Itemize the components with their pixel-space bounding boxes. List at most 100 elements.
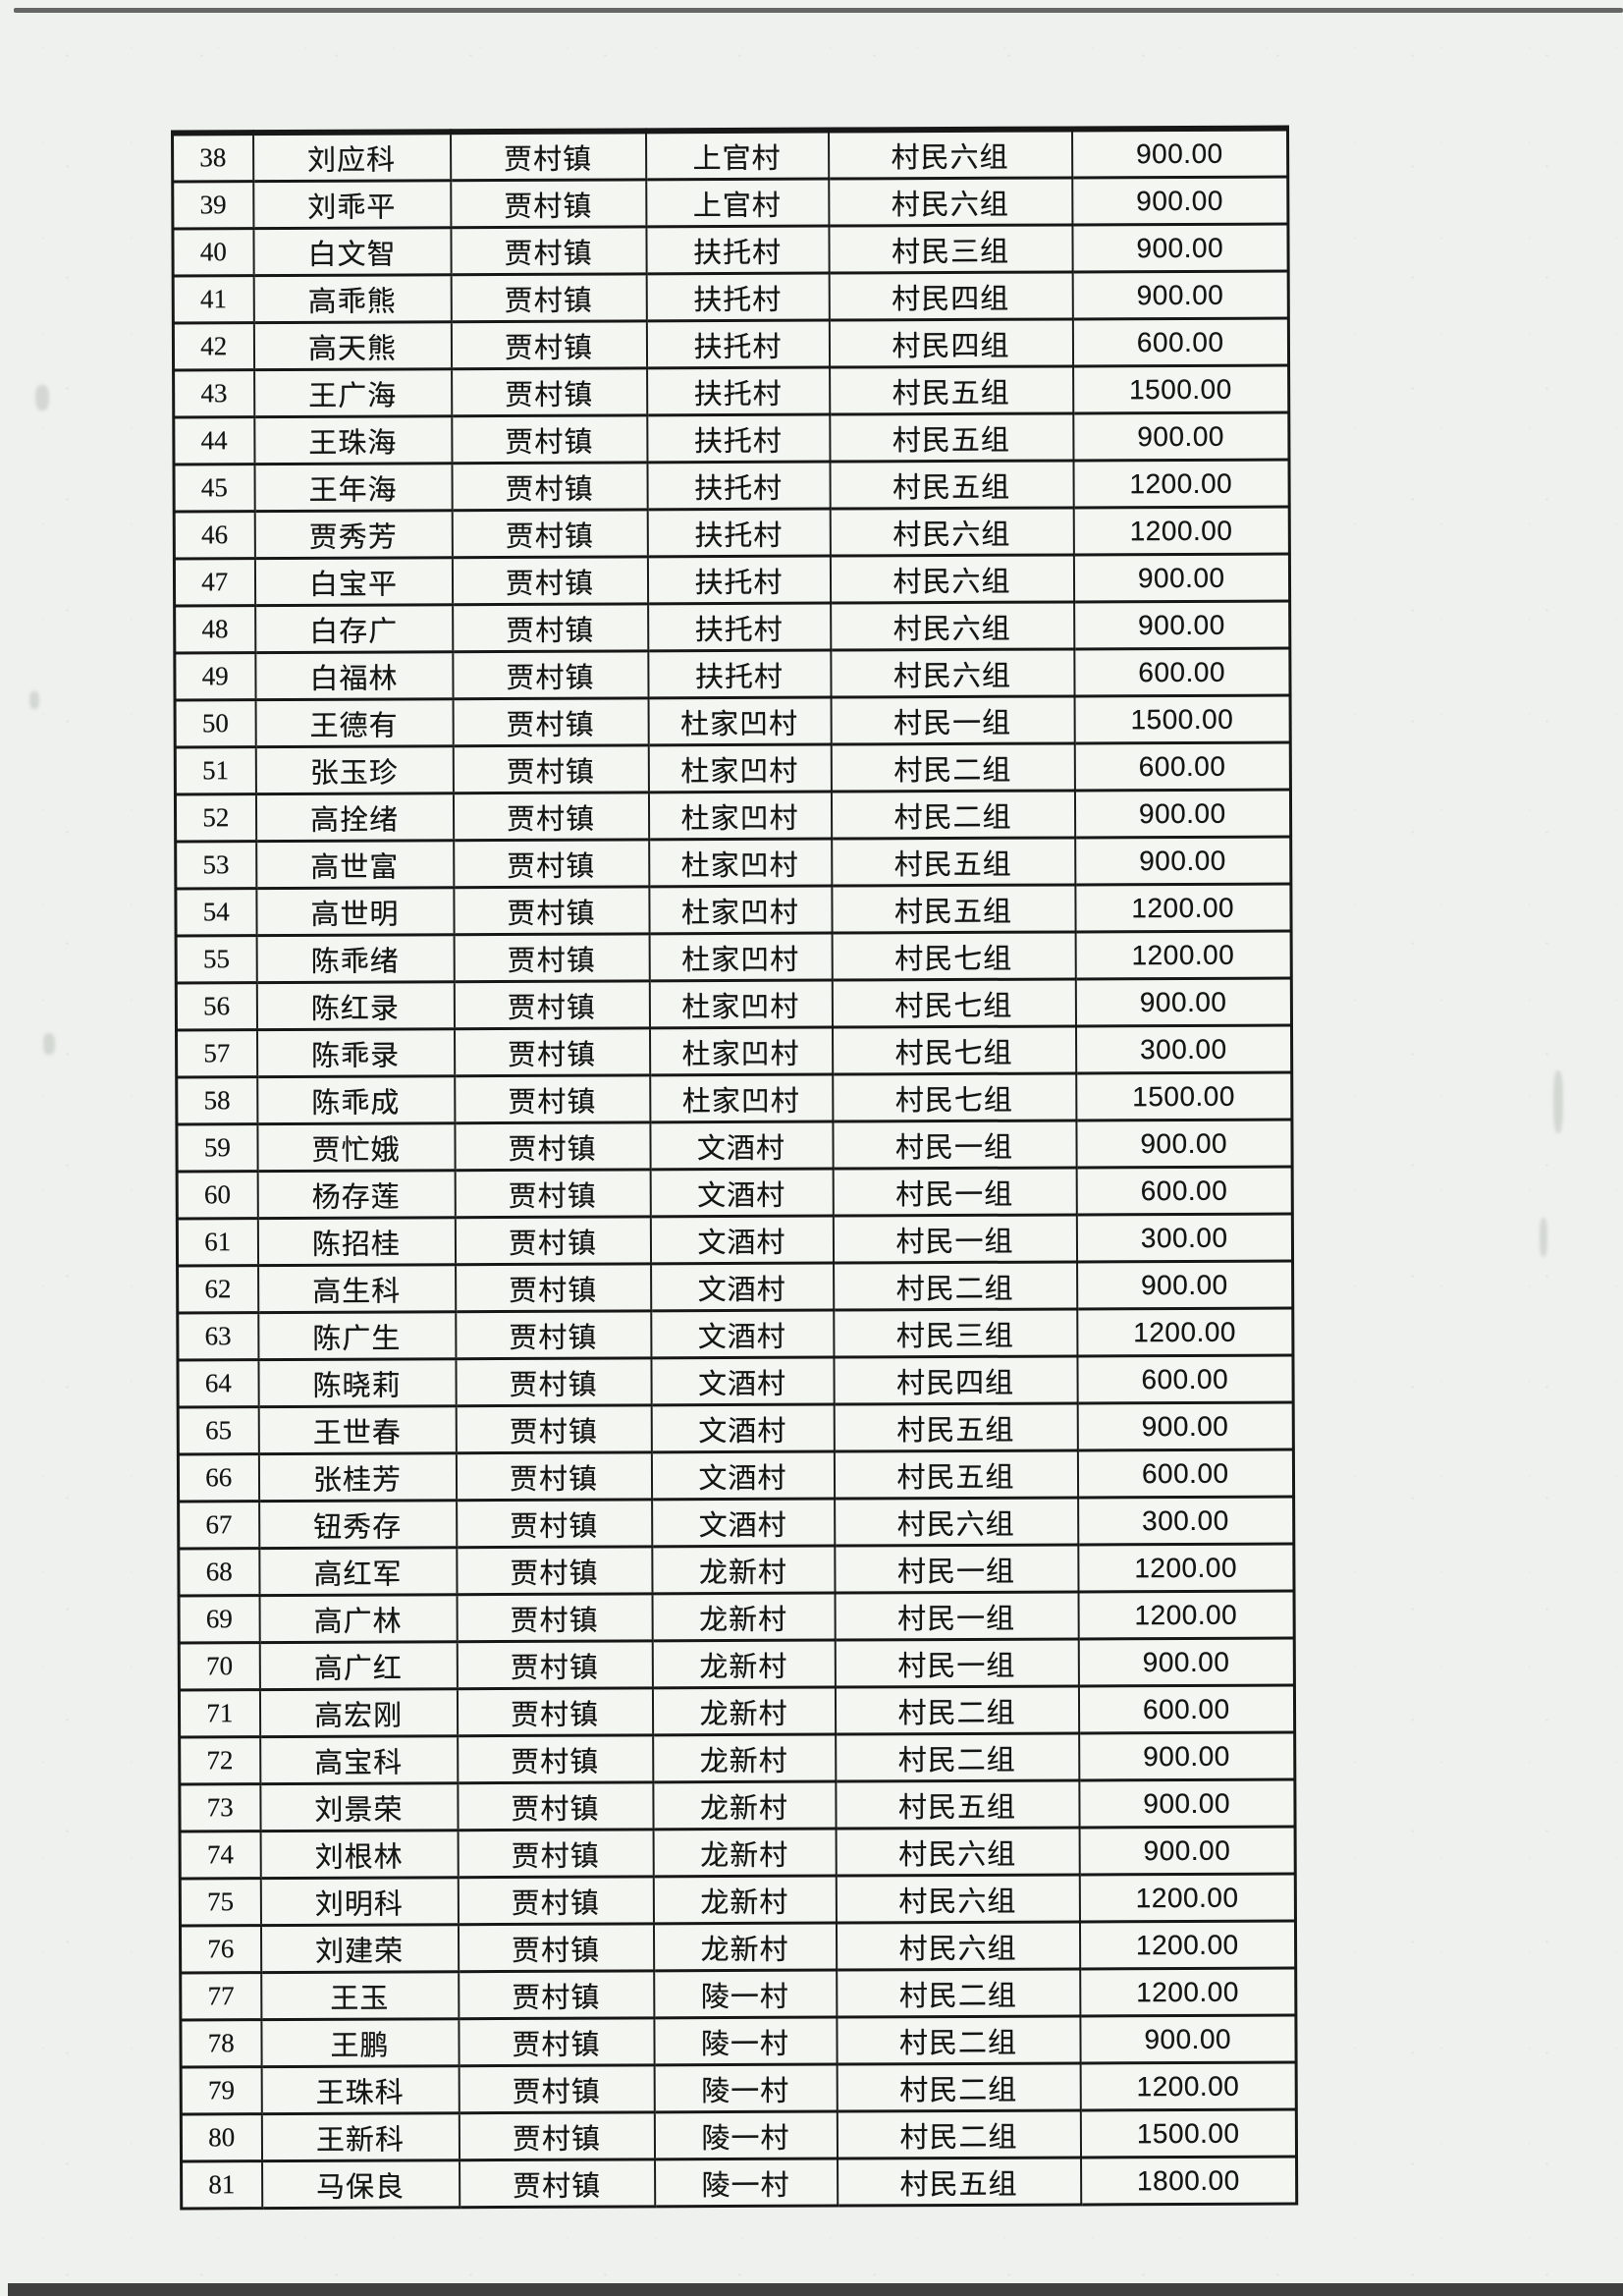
cell-row-number: 51 (175, 746, 256, 794)
cell-town: 贾村镇 (452, 603, 648, 652)
cell-row-number: 79 (181, 2066, 262, 2114)
cell-name: 陈红录 (256, 981, 455, 1030)
cell-village: 文酒村 (650, 1169, 834, 1217)
cell-amount: 900.00 (1072, 412, 1289, 461)
table-row: 59 贾忙娥 贾村镇 文酒村 村民一组 900.00 (176, 1120, 1293, 1172)
cell-row-number: 81 (181, 2160, 262, 2209)
cell-town: 贾村镇 (451, 367, 647, 416)
cell-row-number: 72 (179, 1736, 260, 1784)
cell-name: 刘应科 (252, 132, 451, 182)
cell-name: 白宝平 (254, 557, 453, 606)
cell-row-number: 80 (181, 2113, 262, 2161)
table-row: 49 白福林 贾村镇 扶托村 村民六组 600.00 (174, 648, 1291, 700)
cell-group: 村民七组 (832, 978, 1076, 1028)
cell-row-number: 77 (180, 1972, 261, 2020)
cell-group: 村民六组 (830, 601, 1074, 651)
cell-village: 杜家凹村 (648, 839, 832, 887)
cell-row-number: 67 (178, 1501, 259, 1549)
cell-name: 高宏刚 (259, 1688, 458, 1737)
cell-name: 陈乖成 (256, 1075, 455, 1124)
cell-row-number: 46 (174, 511, 255, 559)
cell-row-number: 43 (173, 369, 254, 417)
cell-town: 贾村镇 (457, 1593, 653, 1642)
cell-amount: 1200.00 (1079, 1920, 1296, 1969)
cell-amount: 1200.00 (1080, 2061, 1297, 2110)
cell-village: 杜家凹村 (649, 933, 833, 981)
table-row: 48 白存广 贾村镇 扶托村 村民六组 900.00 (174, 601, 1290, 653)
cell-town: 贾村镇 (451, 320, 647, 369)
cell-group: 村民六组 (828, 177, 1072, 227)
cell-row-number: 57 (176, 1029, 257, 1077)
cell-group: 村民七组 (832, 1072, 1076, 1122)
cell-town: 贾村镇 (459, 2064, 655, 2113)
table-row: 73 刘景荣 贾村镇 龙新村 村民五组 900.00 (179, 1778, 1296, 1831)
cell-village: 文酒村 (649, 1121, 834, 1170)
table-row: 46 贾秀芳 贾村镇 扶托村 村民六组 1200.00 (174, 507, 1290, 559)
cell-village: 龙新村 (652, 1687, 836, 1735)
cell-village: 陵一村 (653, 2017, 838, 2065)
cell-group: 村民七组 (832, 1025, 1076, 1075)
cell-town: 贾村镇 (458, 1970, 654, 2019)
cell-group: 村民一组 (834, 1544, 1079, 1594)
cell-amount: 600.00 (1073, 648, 1291, 696)
roster-table-container: 38 刘应科 贾村镇 上官村 村民六组 900.00 39 刘乖平 贾村镇 上官村 村民六组 900.… (171, 125, 1299, 2211)
cell-group: 村民五组 (835, 1779, 1080, 1830)
cell-village: 陵一村 (653, 1970, 837, 2018)
cell-row-number: 50 (175, 699, 256, 747)
cell-name: 刘建荣 (260, 1924, 459, 1973)
table-row: 67 钮秀存 贾村镇 文酒村 村民六组 300.00 (178, 1497, 1294, 1549)
cell-amount: 900.00 (1078, 1778, 1296, 1828)
cell-village: 上官村 (645, 130, 829, 180)
cell-amount: 600.00 (1077, 1449, 1294, 1498)
cell-row-number: 56 (176, 982, 257, 1030)
cell-village: 文酒村 (650, 1310, 834, 1358)
cell-group: 村民五组 (831, 884, 1076, 934)
table-row: 65 王世春 贾村镇 文酒村 村民五组 900.00 (178, 1402, 1294, 1454)
cell-name: 高生科 (257, 1264, 456, 1313)
cell-amount: 900.00 (1075, 978, 1292, 1026)
cell-village: 扶托村 (647, 650, 832, 698)
cell-row-number: 60 (177, 1171, 258, 1219)
cell-town: 贾村镇 (457, 1687, 653, 1736)
cell-row-number: 64 (177, 1359, 259, 1407)
cell-amount: 900.00 (1071, 224, 1289, 272)
table-row: 76 刘建荣 贾村镇 龙新村 村民六组 1200.00 (180, 1920, 1296, 1973)
cell-group: 村民五组 (834, 1449, 1078, 1500)
cell-town: 贾村镇 (450, 179, 646, 228)
cell-town: 贾村镇 (451, 462, 648, 511)
cell-town: 贾村镇 (456, 1546, 653, 1595)
table-row: 71 高宏刚 贾村镇 龙新村 村民二组 600.00 (179, 1685, 1295, 1737)
cell-group: 村民二组 (837, 2062, 1081, 2112)
cell-amount: 1500.00 (1080, 2108, 1297, 2158)
cell-amount: 1200.00 (1079, 1967, 1296, 2016)
cell-row-number: 61 (177, 1218, 258, 1266)
cell-name: 王世春 (258, 1405, 457, 1454)
cell-group: 村民五组 (834, 1402, 1078, 1452)
cell-group: 村民一组 (835, 1591, 1079, 1641)
cell-name: 高拴绪 (255, 793, 454, 842)
cell-name: 张桂芳 (258, 1452, 457, 1502)
cell-row-number: 63 (177, 1312, 258, 1360)
cell-village: 陵一村 (654, 2064, 838, 2112)
cell-name: 陈广生 (257, 1311, 456, 1360)
scan-artifact-top-edge (14, 8, 1623, 13)
cell-name: 白福林 (254, 651, 454, 700)
cell-group: 村民四组 (829, 318, 1073, 368)
cell-group: 村民五组 (829, 365, 1073, 415)
cell-row-number: 76 (180, 1925, 261, 1973)
cell-town: 贾村镇 (454, 1121, 651, 1171)
cell-group: 村民二组 (831, 742, 1075, 793)
table-row: 53 高世富 贾村镇 杜家凹村 村民五组 900.00 (175, 837, 1291, 889)
cell-amount: 900.00 (1077, 1402, 1294, 1450)
roster-table-body: 38 刘应科 贾村镇 上官村 村民六组 900.00 39 刘乖平 贾村镇 上官村 村民六组 900.… (172, 128, 1297, 2209)
cell-amount: 1800.00 (1080, 2156, 1297, 2205)
cell-town: 贾村镇 (451, 414, 647, 464)
cell-group: 村民二组 (835, 1732, 1079, 1782)
cell-name: 陈晓莉 (257, 1358, 457, 1407)
cell-town: 贾村镇 (454, 980, 650, 1029)
cell-amount: 1200.00 (1073, 507, 1290, 555)
cell-village: 文酒村 (650, 1357, 835, 1405)
table-row: 62 高生科 贾村镇 文酒村 村民二组 900.00 (177, 1261, 1293, 1313)
cell-village: 杜家凹村 (649, 1074, 833, 1122)
cell-group: 村民二组 (836, 2015, 1081, 2065)
